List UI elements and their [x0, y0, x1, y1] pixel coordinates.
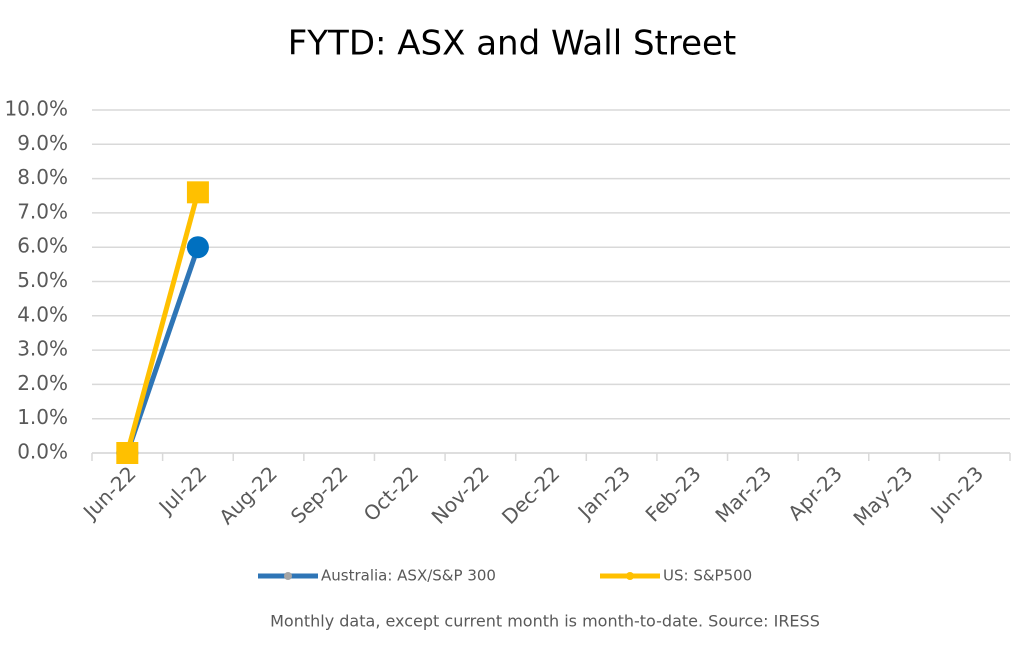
legend-label: Australia: ASX/S&P 300 — [321, 567, 496, 585]
x-tick-label: Feb-23 — [641, 461, 706, 526]
x-tick-label: Mar-23 — [710, 461, 776, 527]
y-tick-label: 10.0% — [4, 97, 68, 121]
series-marker — [186, 236, 209, 259]
legend-marker — [626, 572, 634, 580]
x-tick-label: Sep-22 — [286, 461, 353, 528]
series-marker — [116, 442, 139, 464]
y-tick-label: 8.0% — [17, 165, 68, 189]
y-tick-label: 4.0% — [17, 302, 68, 326]
y-tick-label: 2.0% — [17, 371, 68, 395]
x-tick-label: Jul-22 — [153, 461, 212, 520]
x-tick-label: Aug-22 — [214, 461, 282, 529]
x-tick-label: Dec-22 — [497, 461, 564, 528]
y-tick-label: 5.0% — [17, 268, 68, 292]
x-tick-label: Apr-23 — [783, 461, 847, 525]
y-tick-label: 1.0% — [17, 405, 68, 429]
series-line — [124, 191, 201, 454]
y-tick-label: 9.0% — [17, 131, 68, 155]
x-tick-label: Oct-22 — [359, 461, 424, 526]
y-tick-label: 3.0% — [17, 337, 68, 361]
y-tick-label: 0.0% — [17, 440, 68, 464]
x-tick-label: May-23 — [848, 461, 917, 530]
legend-label: US: S&P500 — [663, 567, 752, 585]
x-tick-label: Nov-22 — [427, 461, 494, 528]
legend-marker — [284, 572, 292, 580]
y-tick-label: 6.0% — [17, 234, 68, 258]
y-tick-label: 7.0% — [17, 199, 68, 223]
chart-note: Monthly data, except current month is mo… — [270, 612, 820, 631]
chart-title: FYTD: ASX and Wall Street — [288, 24, 737, 64]
x-tick-label: Jun-23 — [925, 461, 989, 525]
x-tick-label: Jan-23 — [572, 461, 635, 524]
x-tick-label: Jun-22 — [77, 461, 141, 525]
series-marker — [186, 181, 209, 204]
